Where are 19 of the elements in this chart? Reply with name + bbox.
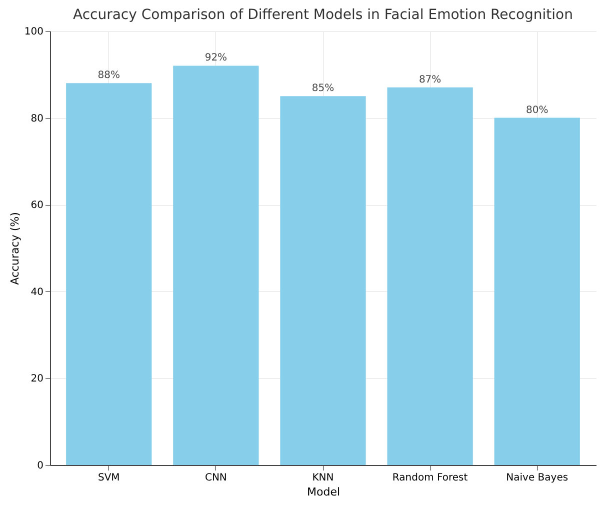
data-label: 87% bbox=[418, 74, 442, 86]
y-tick-label: 80 bbox=[30, 113, 44, 124]
x-tick-label: SVM bbox=[98, 472, 120, 484]
data-label: 85% bbox=[312, 83, 334, 94]
data-label: 80% bbox=[526, 104, 548, 116]
x-tick-label: KNN bbox=[312, 472, 334, 484]
y-tick-label: 20 bbox=[30, 374, 44, 385]
y-tick-label: 60 bbox=[30, 200, 44, 212]
chart-title: Accuracy Comparison of Different Models in Facial Emotion Recognition bbox=[73, 7, 573, 23]
y-tick-label: 0 bbox=[37, 460, 44, 472]
x-tick-label: Naive Bayes bbox=[506, 472, 568, 484]
x-axis-title: Model bbox=[306, 486, 340, 498]
data-label: 92% bbox=[204, 52, 228, 64]
y-tick-label: 100 bbox=[24, 26, 44, 38]
y-tick-label: 40 bbox=[30, 286, 44, 298]
y-axis-title: Accuracy (%) bbox=[8, 212, 22, 285]
data-label: 88% bbox=[98, 70, 120, 82]
x-tick-label: CNN bbox=[204, 472, 227, 484]
x-tick-label: Random Forest bbox=[392, 472, 468, 484]
